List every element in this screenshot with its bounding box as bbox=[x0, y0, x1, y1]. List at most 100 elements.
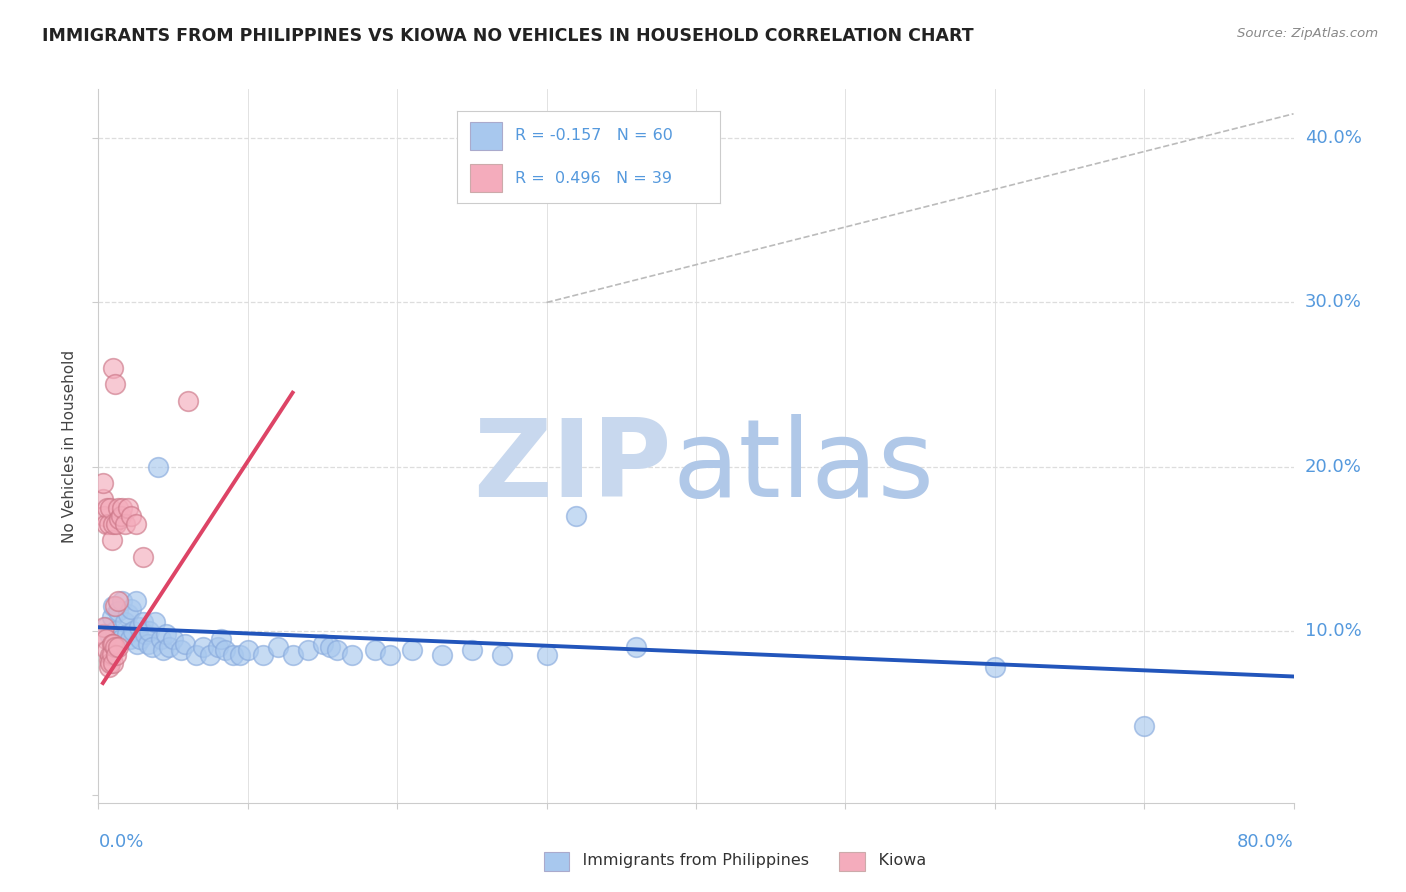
Point bbox=[177, 393, 200, 408]
Point bbox=[103, 657, 125, 671]
Point bbox=[252, 648, 274, 662]
Point bbox=[430, 648, 453, 662]
Text: Kiowa: Kiowa bbox=[858, 854, 927, 868]
Point bbox=[401, 643, 423, 657]
Point bbox=[101, 637, 124, 651]
Point bbox=[128, 620, 150, 634]
Point bbox=[97, 627, 120, 641]
Point bbox=[93, 508, 115, 523]
Point bbox=[222, 648, 245, 662]
Point bbox=[101, 647, 124, 661]
Point bbox=[98, 500, 122, 515]
Text: 80.0%: 80.0% bbox=[1237, 833, 1294, 851]
Point bbox=[91, 492, 114, 507]
Point bbox=[115, 627, 138, 641]
Point bbox=[536, 648, 558, 662]
Text: 20.0%: 20.0% bbox=[1305, 458, 1361, 475]
Point bbox=[267, 640, 290, 654]
Point bbox=[326, 643, 349, 657]
Point bbox=[108, 512, 131, 526]
Point bbox=[96, 500, 118, 515]
Point bbox=[107, 640, 129, 654]
Point bbox=[107, 594, 129, 608]
Point bbox=[101, 610, 124, 624]
Point bbox=[983, 659, 1005, 673]
Point bbox=[107, 604, 129, 618]
Point bbox=[200, 648, 222, 662]
Point bbox=[98, 648, 122, 662]
Point bbox=[624, 640, 647, 654]
Point bbox=[104, 377, 127, 392]
Point bbox=[107, 500, 129, 515]
Point bbox=[209, 632, 232, 646]
Point bbox=[169, 643, 191, 657]
Point bbox=[91, 475, 114, 490]
Point bbox=[120, 602, 142, 616]
Text: ZIP: ZIP bbox=[474, 415, 672, 520]
Point bbox=[319, 640, 342, 654]
Point bbox=[184, 648, 207, 662]
Point bbox=[129, 632, 152, 646]
Point bbox=[98, 657, 122, 671]
Point bbox=[93, 620, 115, 634]
Point bbox=[148, 459, 170, 474]
Point bbox=[103, 361, 125, 376]
Point bbox=[132, 615, 155, 630]
Point bbox=[229, 648, 252, 662]
Point bbox=[281, 648, 304, 662]
Point bbox=[378, 648, 401, 662]
Point bbox=[120, 508, 142, 523]
Point bbox=[152, 643, 174, 657]
Point bbox=[103, 599, 125, 613]
Text: 0.0%: 0.0% bbox=[98, 833, 143, 851]
Text: atlas: atlas bbox=[672, 415, 934, 520]
Point bbox=[155, 627, 177, 641]
Point bbox=[491, 648, 513, 662]
Point bbox=[97, 516, 120, 531]
Point bbox=[125, 516, 148, 531]
Point bbox=[110, 508, 132, 523]
Point bbox=[138, 624, 160, 638]
Text: R =  0.496   N = 39: R = 0.496 N = 39 bbox=[515, 171, 672, 186]
Point bbox=[143, 615, 166, 630]
Point bbox=[114, 615, 136, 630]
Point bbox=[364, 643, 387, 657]
Point bbox=[103, 516, 125, 531]
Y-axis label: No Vehicles in Household: No Vehicles in Household bbox=[62, 350, 77, 542]
Point bbox=[461, 643, 484, 657]
Point bbox=[111, 594, 134, 608]
Text: Source: ZipAtlas.com: Source: ZipAtlas.com bbox=[1237, 27, 1378, 40]
Point bbox=[150, 632, 173, 646]
Point bbox=[162, 632, 184, 646]
Point bbox=[136, 637, 159, 651]
Point bbox=[342, 648, 364, 662]
Point bbox=[191, 640, 214, 654]
Point bbox=[125, 594, 148, 608]
Point bbox=[132, 549, 155, 564]
Point bbox=[565, 508, 588, 523]
Point bbox=[297, 643, 319, 657]
Point bbox=[104, 640, 127, 654]
Text: 10.0%: 10.0% bbox=[1305, 622, 1361, 640]
Point bbox=[117, 500, 139, 515]
Point bbox=[1133, 719, 1156, 733]
Point bbox=[104, 624, 127, 638]
Text: 40.0%: 40.0% bbox=[1305, 129, 1361, 147]
Point bbox=[96, 643, 118, 657]
Point bbox=[134, 627, 156, 641]
Text: R = -0.157   N = 60: R = -0.157 N = 60 bbox=[515, 128, 672, 143]
Point bbox=[207, 640, 229, 654]
Point bbox=[311, 637, 333, 651]
Point bbox=[174, 637, 197, 651]
Point bbox=[118, 632, 141, 646]
Point bbox=[121, 624, 143, 638]
Point bbox=[105, 516, 128, 531]
Point bbox=[103, 637, 125, 651]
FancyBboxPatch shape bbox=[470, 121, 502, 150]
Text: 30.0%: 30.0% bbox=[1305, 293, 1361, 311]
Text: Immigrants from Philippines: Immigrants from Philippines bbox=[562, 854, 810, 868]
Point bbox=[214, 643, 236, 657]
Text: IMMIGRANTS FROM PHILIPPINES VS KIOWA NO VEHICLES IN HOUSEHOLD CORRELATION CHART: IMMIGRANTS FROM PHILIPPINES VS KIOWA NO … bbox=[42, 27, 974, 45]
Point bbox=[110, 632, 132, 646]
Point bbox=[97, 653, 120, 667]
